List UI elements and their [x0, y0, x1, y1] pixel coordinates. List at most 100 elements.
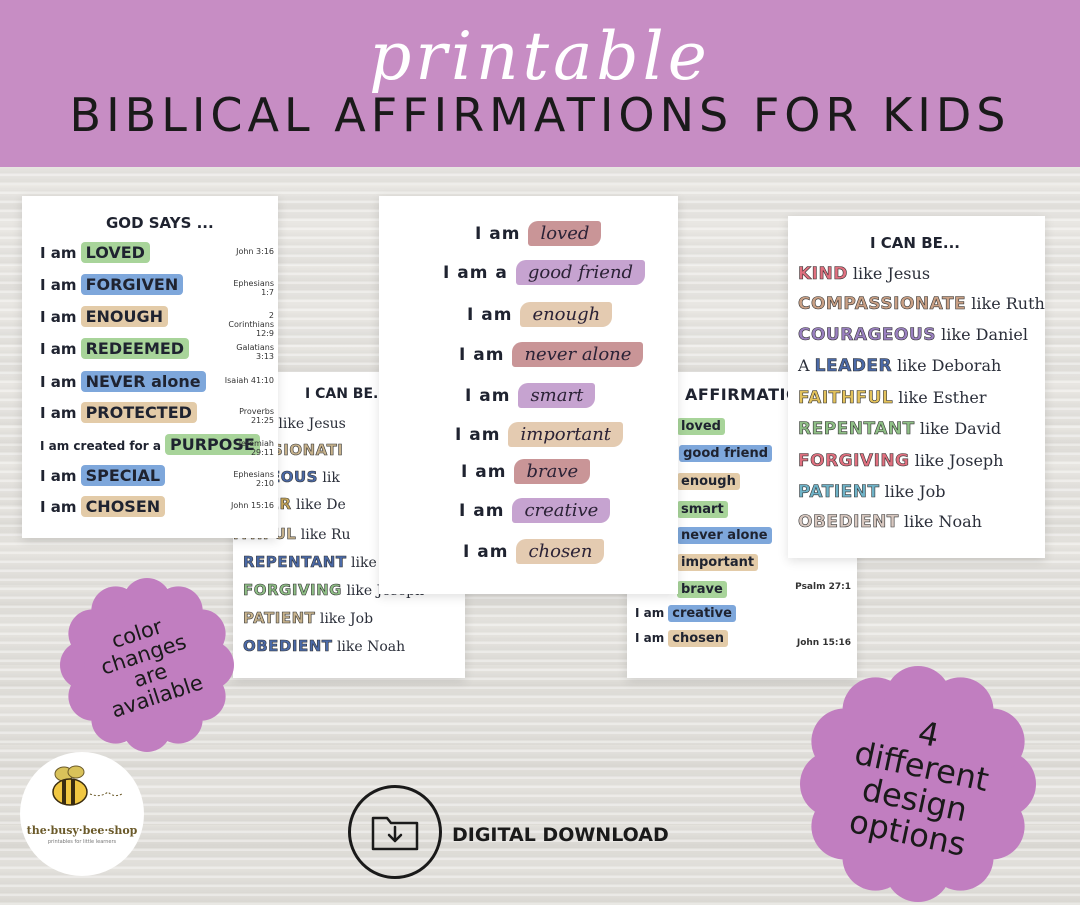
affirmation-row: I am chosen [635, 630, 728, 647]
sheet-title: GOD SAYS ... [106, 214, 214, 232]
highlight-word: creative [668, 605, 736, 622]
highlight-word: smart [677, 501, 728, 518]
row-prefix: I am [463, 542, 509, 562]
verse-ref: John 15:16 [231, 501, 274, 510]
header-banner: printable BIBLICAL AFFIRMATIONS FOR KIDS [0, 0, 1080, 167]
row-prefix: I am [40, 404, 77, 422]
scalloped-badge-shape [800, 666, 1036, 902]
virtue-word: OBEDIENT [798, 512, 899, 533]
can-be-row: REPENTANT like David [798, 419, 1001, 440]
row-prefix: I am [455, 425, 501, 445]
i-can-be-sheet-right: I CAN BE... KIND like Jesus COMPASSIONATE… [788, 216, 1045, 558]
can-be-row: PATIENT like Job [243, 609, 373, 628]
virtue-person: like Joseph [909, 451, 1004, 470]
affirmation-row: I am loved [475, 221, 602, 246]
color-changes-badge: color changes are available [60, 578, 234, 752]
row-prefix: I am [635, 606, 665, 620]
virtue-word: KIND [798, 264, 848, 285]
folder-icon [371, 816, 419, 851]
affirmation-row: I am never alone [459, 342, 644, 367]
bee-icon [52, 765, 123, 806]
affirmation-row: I am brave [461, 459, 591, 484]
god-says-sheet: GOD SAYS ... I am LOVED John 3:16 I am FORGI… [22, 196, 278, 538]
script-title: printable [369, 18, 711, 95]
brush-word: loved [528, 221, 602, 246]
row-prefix: I am [465, 386, 511, 406]
affirmation-row: brave [673, 581, 727, 598]
row-prefix: I am a [443, 263, 508, 283]
can-be-row: OBEDIENT like Noah [243, 637, 406, 656]
brush-word: chosen [516, 539, 605, 564]
digital-download-label: DIGITAL DOWNLOAD [452, 824, 669, 846]
affirmation-row: I am created for a PURPOSE [40, 434, 260, 455]
logo-tagline: printables for little learners [47, 839, 117, 845]
can-be-row: COMPASSIONATE like Ruth [798, 294, 1045, 315]
script-affirmations-sheet: I am loved I am a good friend I am enough I am… [379, 196, 678, 594]
highlight-word: FORGIVEN [80, 274, 184, 295]
highlight-word: LOVED [80, 242, 150, 263]
verse-ref: Ephesians 2:10 [233, 470, 274, 488]
row-prefix: I am [40, 467, 77, 485]
row-prefix: I am [459, 501, 505, 521]
virtue-person: like [346, 555, 377, 571]
row-prefix: I am [40, 308, 77, 326]
virtue-person: like De [291, 497, 346, 513]
row-prefix: I am [635, 631, 665, 645]
virtue-person: like Jesus [273, 416, 346, 432]
affirmation-row: never alone [673, 527, 772, 544]
brush-word: important [508, 422, 624, 447]
row-prefix: I am [40, 373, 77, 391]
virtue-word: FORGIVING [798, 451, 910, 472]
busy-bee-shop-logo: the·busy·bee·shop printables for little … [20, 752, 144, 876]
verse-ref: John 3:16 [236, 247, 274, 256]
virtue-word: FORGIVING [243, 581, 342, 600]
virtue-word: COMPASSIONATE [798, 294, 967, 315]
row-prefix: I am [40, 340, 77, 358]
highlight-word: CHOSEN [80, 496, 166, 517]
virtue-word: REPENTANT [243, 553, 347, 572]
virtue-person: lik [317, 470, 340, 486]
virtue-person: like Esther [893, 388, 987, 407]
highlight-word: ENOUGH [80, 306, 168, 327]
can-be-row: FORGIVING like Joseph [798, 451, 1004, 472]
row-prefix: I am created for a [40, 439, 161, 453]
affirmation-row: I am ENOUGH [40, 306, 168, 327]
highlight-word: enough [677, 473, 740, 490]
affirmation-row: I am CHOSEN [40, 496, 166, 517]
affirmation-row: I am NEVER alone [40, 371, 206, 392]
verse-ref: Ephesians 1:7 [233, 279, 274, 297]
row-prefix: I am [40, 498, 77, 516]
main-title: BIBLICAL AFFIRMATIONS FOR KIDS [69, 88, 1011, 142]
affirmation-row: important [673, 554, 759, 571]
affirmation-row: I am LOVED [40, 242, 150, 263]
affirmation-row: enough [673, 473, 740, 490]
brush-word: smart [518, 383, 596, 408]
virtue-person: like Noah [332, 639, 406, 655]
sheet-title: I CAN BE... [305, 386, 389, 402]
affirmation-row: I am enough [467, 302, 613, 327]
design-options-badge: 4 different design options [800, 666, 1036, 902]
virtue-word: FAITHFUL [798, 388, 894, 409]
verse-ref: Jeremiah 29:11 [238, 439, 274, 457]
highlight-word: loved [677, 418, 725, 435]
can-be-row: OBEDIENT like Noah [798, 512, 982, 533]
virtue-person: like Noah [898, 512, 982, 531]
verse-ref: 2 Corinthians 12:9 [228, 311, 274, 338]
row-prefix: I am [40, 244, 77, 262]
affirmation-row: I am a good friend [443, 260, 646, 285]
highlight-word: REDEEMED [80, 338, 190, 359]
logo-name: the·busy·bee·shop [26, 824, 138, 837]
virtue-word: COURAGEOUS [798, 325, 937, 346]
highlight-word: never alone [677, 527, 772, 544]
verse-ref: Galatians 3:13 [236, 343, 274, 361]
virtue-word: REPENTANT [798, 419, 915, 440]
affirmation-row: smart [673, 501, 728, 518]
affirmation-row: I am PROTECTED [40, 402, 197, 423]
affirmation-row: I am chosen [463, 539, 605, 564]
verse-ref: Proverbs 21:25 [239, 407, 274, 425]
can-be-row: COURAGEOUS like Daniel [798, 325, 1028, 346]
affirmation-row: I am SPECIAL [40, 465, 166, 486]
highlight-word: chosen [668, 630, 728, 647]
highlight-word: important [677, 554, 759, 571]
affirmation-row: I am creative [459, 498, 611, 523]
